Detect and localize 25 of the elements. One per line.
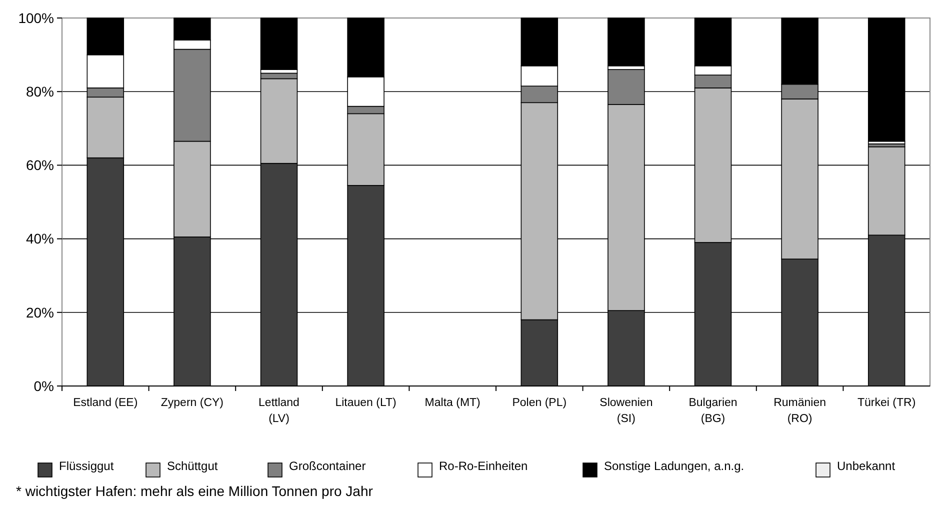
- legend-label: Sonstige Ladungen, a.n.g.: [604, 459, 744, 473]
- text: * wichtigster Hafen: mehr als eine Million Tonnen pro Jahr: [16, 483, 374, 499]
- y-tick-label: 40%: [26, 230, 54, 247]
- x-tick-label: Lettland (LV): [258, 397, 300, 425]
- x-tick-label: Rumänien (RO): [774, 397, 826, 425]
- y-tick-label: 20%: [26, 304, 54, 320]
- x-tick-label: Bulgarien (BG): [688, 397, 738, 425]
- bar: [260, 18, 298, 70]
- legend-label: Unbekannt: [837, 459, 896, 473]
- y-tick-label: 0%: [34, 378, 54, 394]
- y-tick-label: 100%: [18, 10, 54, 26]
- bar: [608, 18, 645, 66]
- x-tick-label: Litauen (LT): [335, 397, 397, 409]
- x-tick-label: Polen (PL): [512, 397, 567, 409]
- legend-label: Großcontainer: [289, 459, 366, 473]
- x-tick-label: Zypern (CY): [160, 397, 224, 409]
- x-tick-label: Estland (EE): [73, 397, 138, 409]
- legend-label: Ro-Ro-Einheiten: [439, 459, 528, 473]
- y-tick-label: 80%: [26, 84, 54, 100]
- x-tick-label: Türkei (TR): [858, 397, 916, 409]
- legend-label: Schüttgut: [167, 459, 218, 473]
- x-tick-label: Slowenien (SI): [600, 397, 653, 425]
- y-tick-label: 60%: [26, 157, 54, 174]
- x-tick-label: Malta (MT): [424, 397, 481, 409]
- legend-label: Flüssiggut: [59, 459, 114, 473]
